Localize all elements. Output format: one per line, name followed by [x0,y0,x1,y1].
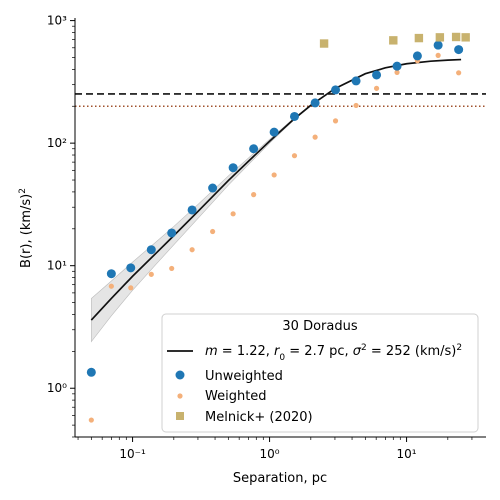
y-tick-label: 10² [47,136,67,150]
unweighted-point [269,127,279,137]
legend: 30 Doradus m = 1.22, r0 = 2.7 pc, σ2 = 2… [161,313,479,433]
weighted-point [189,247,195,253]
unweighted-point [228,163,238,173]
weighted-point [435,52,441,58]
unweighted-point [372,70,382,80]
melnick-point [319,39,329,48]
x-tick-label: 10⁻¹ [119,447,146,461]
legend-box [161,313,479,433]
unweighted-point [146,245,156,255]
legend-title: 30 Doradus [282,319,357,334]
unweighted-point [106,269,116,279]
unweighted-point [412,51,422,61]
weighted-point [148,271,154,277]
weighted-point [332,118,339,124]
unweighted-point [86,367,96,377]
model-curve-layer [90,58,462,321]
x-axis-label: Separation, pc [233,471,327,486]
legend-weighted-label: Weighted [205,389,267,404]
weighted-point [353,102,359,109]
y-tick-label: 10³ [47,14,67,28]
weighted-point [230,211,236,217]
model-curve [90,58,462,321]
model-confidence-band [91,87,336,343]
reference-lines-layer [75,93,486,108]
x-tick-label: 10¹ [397,447,417,461]
weighted-point [456,70,462,76]
legend-melnick-label: Melnick+ (2020) [205,410,313,425]
legend-weighted-marker [177,393,183,399]
unweighted-point [187,205,197,215]
weighted-point [312,134,318,140]
legend-unweighted-label: Unweighted [205,369,283,384]
unweighted-point [249,144,259,154]
legend-melnick-marker [176,412,184,420]
unweighted-point [289,111,299,121]
melnick-point [461,33,470,42]
melnick-point [414,33,424,43]
weighted-point [88,417,94,423]
y-axis-label: B(r), (km/s)2 [18,188,34,268]
y-tick-label: 10⁰ [47,381,67,395]
unweighted-point [433,40,443,50]
melnick-point [389,36,398,45]
legend-model-label: m = 1.22, r0 = 2.7 pc, σ2 = 252 (km/s)2 [205,343,462,363]
data-points-layer [86,32,470,423]
unweighted-point [392,61,402,71]
weighted-point [108,283,114,289]
weighted-point [251,192,257,198]
axes-layer: 10⁻¹ 10⁰ 10¹ 10⁰ 10¹ 10² 10³ [47,14,486,461]
y-tick-label: 10¹ [47,259,67,273]
unweighted-point [167,228,177,238]
weighted-point [271,172,277,178]
weighted-point [210,228,216,235]
unweighted-point [351,76,361,86]
weighted-point [394,69,400,75]
x-tick-label: 10⁰ [260,447,280,461]
weighted-point [128,285,134,291]
unweighted-point [208,183,218,193]
unweighted-point [454,45,464,55]
weighted-point [169,265,175,272]
unweighted-point [331,85,341,95]
melnick-point [451,32,461,42]
melnick-point [435,33,445,42]
unweighted-point [126,263,136,273]
legend-unweighted-marker [175,370,185,380]
confidence-band-layer [91,87,336,343]
weighted-point [373,85,380,91]
unweighted-point [310,98,320,108]
weighted-point [291,153,298,159]
